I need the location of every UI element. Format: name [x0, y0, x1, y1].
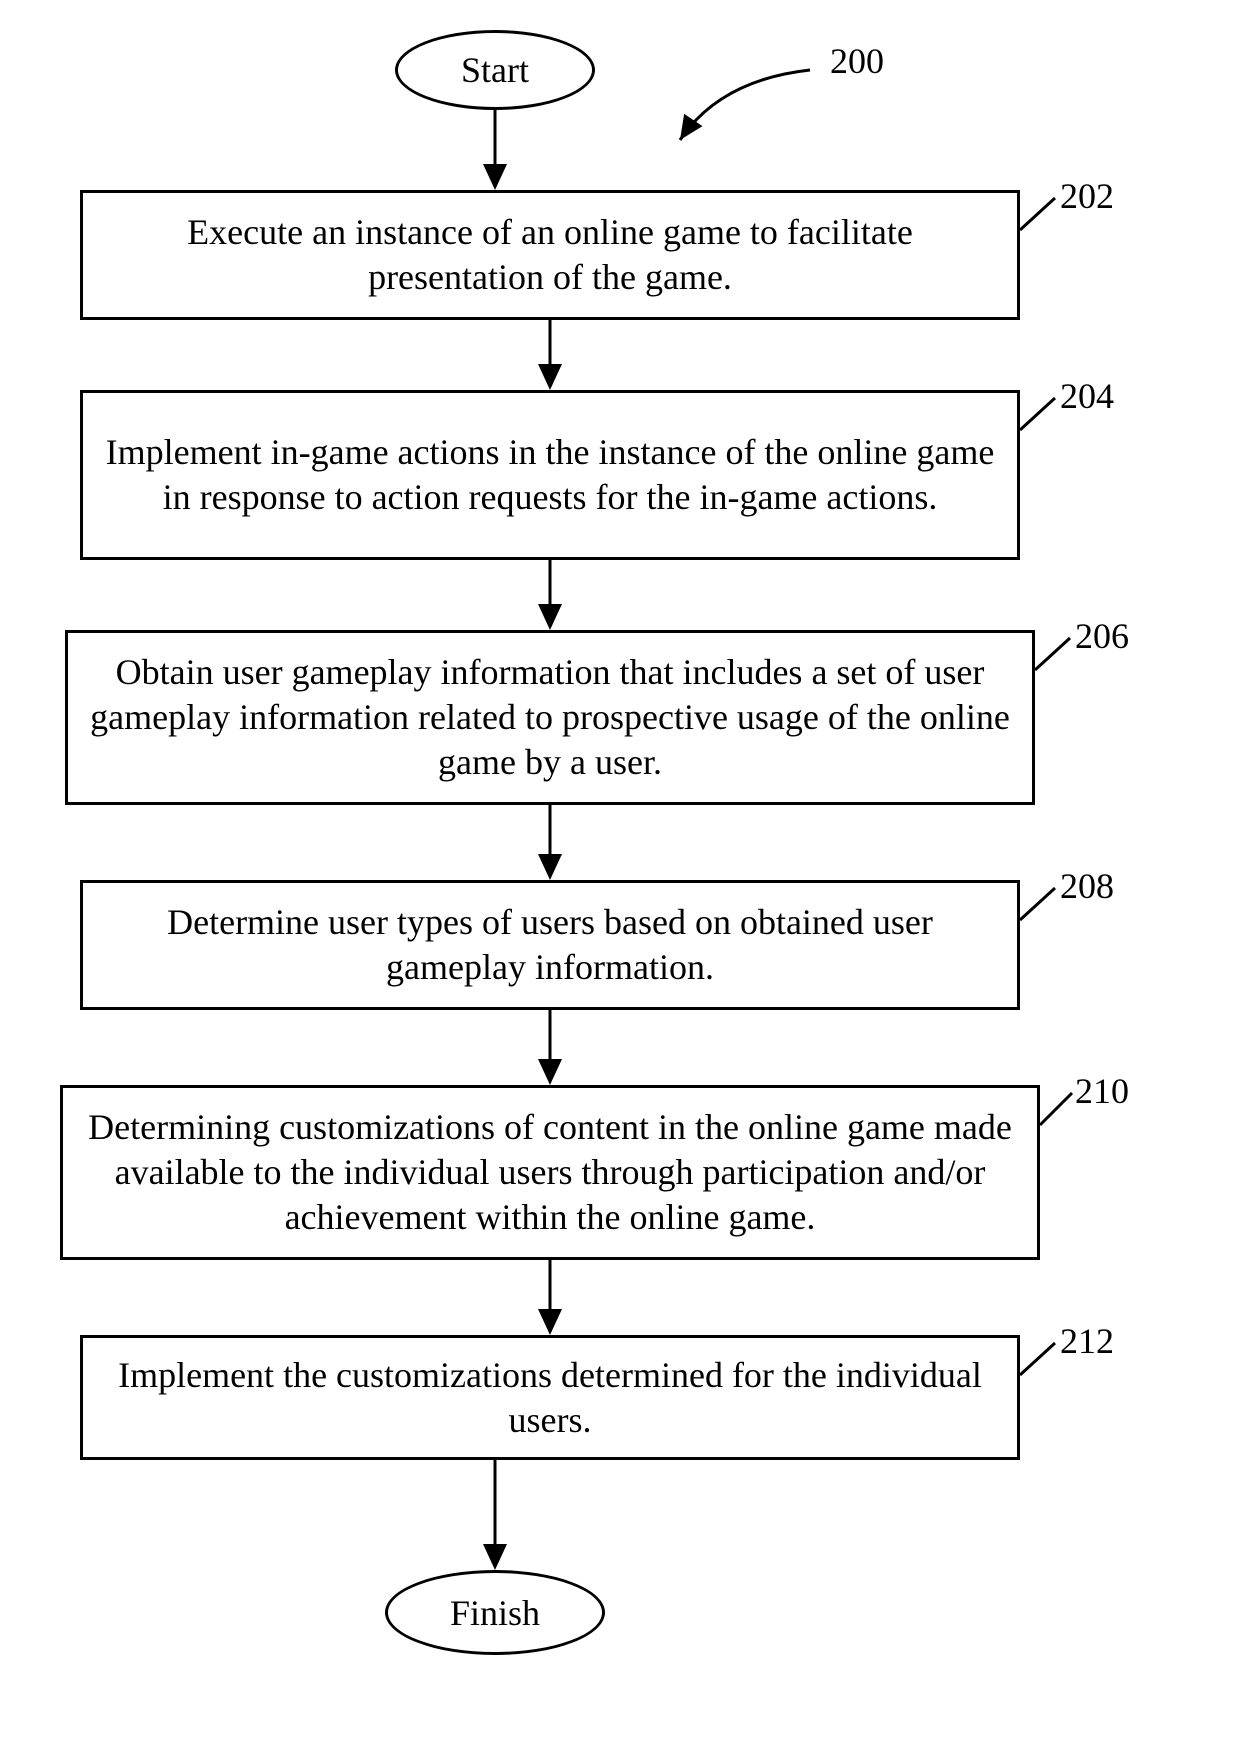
- ref-label-202: 202: [1060, 175, 1114, 217]
- ref-label-206: 206: [1075, 615, 1129, 657]
- ref-leader-202: [1020, 198, 1055, 230]
- flow-node-n204: Implement in-game actions in the instanc…: [80, 390, 1020, 560]
- flow-node-text: Obtain user gameplay information that in…: [88, 650, 1012, 785]
- figure-ref-label: 200: [830, 40, 884, 82]
- ref-label-208: 208: [1060, 865, 1114, 907]
- flowchart-canvas: 200 Start Execute an instance of an online…: [0, 0, 1240, 1742]
- ref-label-204: 204: [1060, 375, 1114, 417]
- ref-leader-206: [1035, 638, 1070, 670]
- flow-node-text: Determine user types of users based on o…: [103, 900, 997, 990]
- flow-node-text: Start: [461, 49, 529, 91]
- ref-label-212: 212: [1060, 1320, 1114, 1362]
- flow-node-text: Implement the customizations determined …: [103, 1353, 997, 1443]
- flow-node-text: Implement in-game actions in the instanc…: [103, 430, 997, 520]
- flow-node-n208: Determine user types of users based on o…: [80, 880, 1020, 1010]
- ref-leader-210: [1040, 1093, 1072, 1125]
- flow-node-text: Finish: [450, 1592, 540, 1634]
- ref-leader-212: [1020, 1343, 1055, 1375]
- flow-node-n212: Implement the customizations determined …: [80, 1335, 1020, 1460]
- ref-leader-208: [1020, 888, 1055, 920]
- ref-label-210: 210: [1075, 1070, 1129, 1112]
- flow-node-n210: Determining customizations of content in…: [60, 1085, 1040, 1260]
- flow-node-text: Determining customizations of content in…: [83, 1105, 1017, 1240]
- ref-leader-204: [1020, 398, 1055, 430]
- flow-node-text: Execute an instance of an online game to…: [103, 210, 997, 300]
- flow-node-n206: Obtain user gameplay information that in…: [65, 630, 1035, 805]
- flow-node-n202: Execute an instance of an online game to…: [80, 190, 1020, 320]
- flow-node-start: Start: [395, 30, 595, 110]
- flow-node-finish: Finish: [385, 1570, 605, 1655]
